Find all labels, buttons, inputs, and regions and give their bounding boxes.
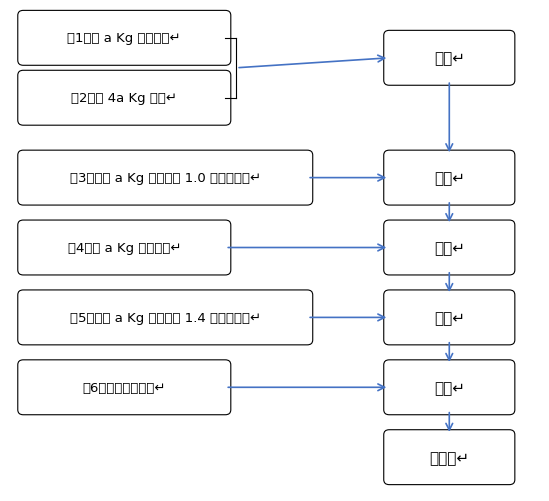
Text: （3）滴加 a Kg 芬苯达唑 1.0 当量双氧水↵: （3）滴加 a Kg 芬苯达唑 1.0 当量双氧水↵	[70, 172, 261, 185]
FancyBboxPatch shape	[18, 151, 313, 205]
Text: 后处理↵: 后处理↵	[429, 450, 469, 465]
FancyBboxPatch shape	[384, 360, 515, 415]
FancyBboxPatch shape	[384, 31, 515, 86]
FancyBboxPatch shape	[384, 151, 515, 205]
FancyBboxPatch shape	[18, 71, 231, 126]
FancyBboxPatch shape	[18, 12, 231, 66]
Text: （1）投 a Kg 芬苯达唑↵: （1）投 a Kg 芬苯达唑↵	[68, 32, 181, 45]
Text: 氧化↵: 氧化↵	[434, 310, 465, 325]
FancyBboxPatch shape	[18, 360, 231, 415]
FancyBboxPatch shape	[384, 291, 515, 345]
Text: 溶解↵: 溶解↵	[434, 51, 465, 66]
FancyBboxPatch shape	[18, 291, 313, 345]
Text: （6）投适量还原剂↵: （6）投适量还原剂↵	[82, 381, 166, 394]
FancyBboxPatch shape	[384, 430, 515, 484]
Text: 氧化↵: 氧化↵	[434, 171, 465, 186]
Text: （2）投 4a Kg 溶剂↵: （2）投 4a Kg 溶剂↵	[71, 92, 177, 105]
Text: （4）投 a Kg 芬苯达唑↵: （4）投 a Kg 芬苯达唑↵	[68, 241, 181, 255]
Text: 溶解↵: 溶解↵	[434, 240, 465, 256]
FancyBboxPatch shape	[18, 220, 231, 276]
FancyBboxPatch shape	[384, 220, 515, 276]
Text: （5）滴加 a Kg 芬苯达唑 1.4 当量双氧水↵: （5）滴加 a Kg 芬苯达唑 1.4 当量双氧水↵	[70, 311, 261, 324]
Text: 淬灭↵: 淬灭↵	[434, 380, 465, 395]
